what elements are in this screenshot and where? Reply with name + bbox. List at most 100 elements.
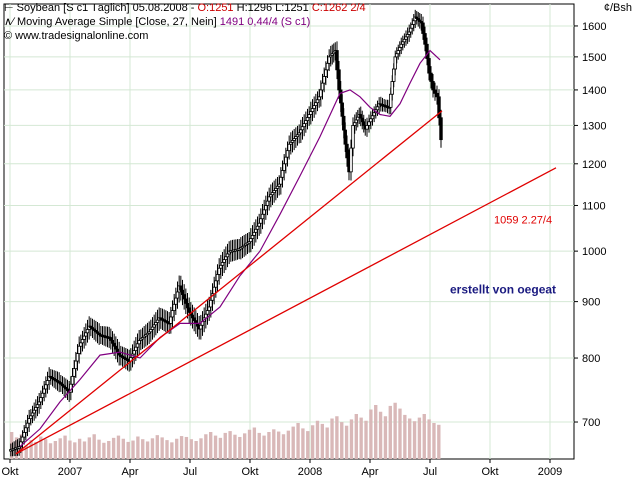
candle-body [219, 264, 223, 269]
volume-bar [155, 435, 159, 459]
volume-bar [24, 445, 28, 459]
volume-bar [306, 431, 310, 459]
plot-area [3, 3, 575, 460]
candle-body [257, 222, 261, 227]
candle-body [224, 256, 228, 260]
candle-body [285, 150, 290, 158]
candle-body [343, 129, 347, 145]
candle-body [393, 56, 397, 70]
volume-bar [29, 440, 33, 459]
volume-bar [378, 411, 383, 459]
volume-bar [315, 420, 320, 459]
volume-bar [408, 418, 412, 459]
volume-bar [121, 438, 125, 459]
x-tick-label: 2009 [538, 466, 562, 478]
candle-body [255, 225, 260, 230]
volume-bar [209, 432, 213, 459]
candle-body [137, 340, 141, 345]
candle-body [395, 53, 399, 58]
volume-bar [325, 427, 329, 459]
volume-bar [291, 426, 295, 459]
candle-body [175, 291, 180, 299]
volume-bar [116, 435, 121, 459]
y-tick-label: 1300 [582, 120, 606, 132]
volume-bar [87, 437, 92, 459]
candle-body [250, 235, 255, 239]
candle-body [45, 380, 50, 386]
candle-body [185, 302, 190, 309]
candle-body [184, 298, 188, 304]
x-tick-label: Okt [481, 466, 498, 478]
candle-body [190, 314, 195, 319]
candle-body [180, 289, 185, 295]
volume-bar [242, 433, 247, 459]
candle-body [187, 307, 191, 313]
volume-bar [330, 418, 334, 459]
volume-bar [310, 425, 315, 459]
candle-body [410, 24, 414, 29]
legend-ma-line: ∧∕ Moving Average Simple [Close, 27, Nei… [4, 16, 310, 29]
volume-group [10, 402, 441, 459]
volume-bar [238, 436, 242, 459]
candle-body [264, 205, 268, 211]
volume-bar [320, 423, 325, 459]
volume-bar [204, 434, 208, 459]
y-axis: 700 800 900 1000 1100 1200 1300 1400 1500 1600 [574, 21, 606, 429]
candle-body [287, 143, 291, 152]
candle-body [75, 353, 80, 362]
volume-bar [48, 443, 53, 459]
volume-bar [393, 402, 397, 459]
candle-body [22, 431, 26, 438]
candle-body [265, 200, 270, 206]
x-tick-label: Apr [361, 466, 378, 478]
volume-bar [10, 432, 14, 459]
candle-body [314, 102, 318, 106]
y-tick-label: 1000 [582, 246, 606, 258]
candle-body [262, 209, 266, 215]
volume-bar [359, 417, 363, 459]
x-axis: Okt 2007 Apr Jul Okt 2008 Apr Jul Okt 2009 [1, 459, 562, 478]
volume-bar [388, 405, 392, 459]
volume-bar [417, 417, 422, 459]
volume-bar [252, 427, 257, 459]
y-tick-label: 1600 [582, 21, 606, 33]
candle-body [437, 96, 441, 119]
volume-bar [77, 438, 82, 459]
candle-body [421, 22, 425, 34]
candle-body [359, 114, 363, 119]
candle-body [170, 310, 175, 318]
y-tick-label: 1200 [582, 159, 606, 171]
candle-body [114, 345, 118, 350]
candle-body [132, 350, 136, 355]
candle-body [320, 82, 325, 91]
volume-bar [97, 439, 101, 459]
volume-bar [92, 434, 96, 459]
legend-low: L:1251 [272, 2, 309, 14]
grid-group [4, 4, 574, 459]
trendline [15, 167, 557, 455]
volume-bar [218, 437, 223, 459]
volume-bar [199, 438, 203, 459]
candle-body [44, 384, 48, 390]
candle-body [182, 294, 186, 300]
volume-bar [223, 432, 227, 459]
candle-body [42, 388, 46, 394]
volume-bar [340, 422, 344, 459]
volume-bar [344, 425, 349, 459]
candle-body [254, 228, 258, 233]
trendline-label: 1059 2.27/4 [494, 215, 552, 227]
candle-body [205, 310, 210, 315]
candle-body [169, 316, 173, 324]
volume-bar [175, 438, 179, 459]
candle-body [327, 56, 331, 64]
legend-price-line: ⊢ Soybean [S c1 Täglich] 05.08.2008 - O:… [4, 2, 366, 15]
x-tick-label: 2007 [58, 466, 82, 478]
volume-bar [189, 439, 193, 459]
candle-body [109, 337, 113, 341]
volume-bar [296, 423, 300, 459]
x-tick-label: Okt [1, 466, 18, 478]
volume-bar [286, 430, 291, 459]
candle-body [259, 218, 263, 224]
candle-body [84, 332, 88, 337]
